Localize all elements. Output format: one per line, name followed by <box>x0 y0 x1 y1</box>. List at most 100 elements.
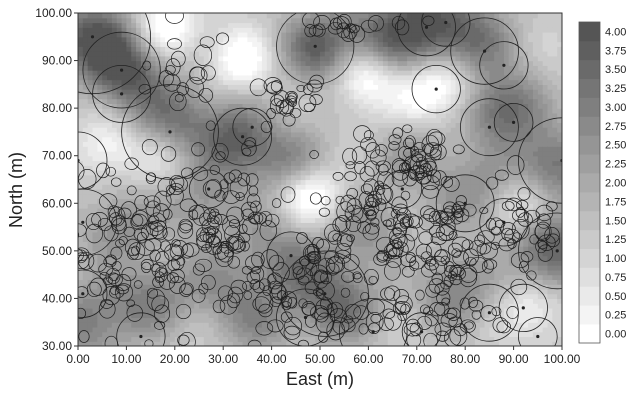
contour-cell <box>407 250 413 257</box>
contour-cell <box>131 322 137 328</box>
contour-cell <box>378 279 384 285</box>
contour-cell <box>411 269 418 276</box>
contour-cell <box>102 189 108 195</box>
contour-cell <box>232 112 239 119</box>
contour-cell <box>378 141 384 147</box>
contour-cell <box>228 89 234 95</box>
contour-cell <box>232 336 239 342</box>
contour-cell <box>131 141 137 147</box>
contour-cell <box>397 198 403 204</box>
contour-cell <box>310 117 316 124</box>
contour-cell <box>97 155 103 162</box>
contour-cell <box>121 108 127 114</box>
contour-cell <box>339 288 345 295</box>
contour-cell <box>232 127 239 133</box>
contour-cell <box>261 41 268 47</box>
contour-cell <box>300 41 307 47</box>
contour-cell <box>160 55 166 62</box>
contour-cell <box>310 222 316 228</box>
contour-cell <box>165 231 171 238</box>
contour-cell <box>194 165 200 171</box>
contour-cell <box>87 150 94 157</box>
contour-cell <box>223 331 229 338</box>
contour-cell <box>150 103 157 109</box>
contour-cell <box>358 165 365 171</box>
contour-cell <box>160 193 166 200</box>
contour-cell <box>203 112 210 119</box>
contour-cell <box>102 312 108 319</box>
contour-cell <box>290 70 297 76</box>
contour-cell <box>140 231 147 238</box>
contour-cell <box>218 93 224 100</box>
contour-cell <box>300 36 307 43</box>
contour-cell <box>295 74 302 81</box>
contour-cell <box>378 51 384 57</box>
contour-cell <box>329 284 336 290</box>
contour-cell <box>228 17 234 24</box>
contour-cell <box>353 317 360 323</box>
contour-cell <box>150 93 157 100</box>
contour-cell <box>169 189 176 195</box>
contour-cell <box>155 146 161 152</box>
contour-cell <box>232 89 239 95</box>
contour-cell <box>402 51 408 57</box>
contour-cell <box>107 127 113 133</box>
contour-cell <box>320 127 326 133</box>
contour-cell <box>160 27 166 33</box>
contour-cell <box>373 127 379 133</box>
contour-cell <box>223 298 229 304</box>
contour-cell <box>281 184 287 190</box>
contour-cell <box>310 165 316 171</box>
contour-cell <box>358 250 365 257</box>
contour-cell <box>189 127 195 133</box>
contour-cell <box>208 312 215 319</box>
contour-cell <box>295 165 302 171</box>
contour-cell <box>145 246 152 252</box>
contour-cell <box>228 326 234 333</box>
contour-cell <box>344 98 350 104</box>
contour-cell <box>382 108 389 114</box>
contour-cell <box>368 117 374 124</box>
contour-cell <box>155 208 161 214</box>
contour-cell <box>286 155 292 162</box>
contour-cell <box>300 160 307 166</box>
contour-cell <box>349 222 355 228</box>
contour-cell <box>247 32 253 38</box>
contour-cell <box>315 222 321 228</box>
contour-cell <box>368 312 374 319</box>
contour-cell <box>165 274 171 280</box>
contour-cell <box>199 326 205 333</box>
contour-cell <box>252 169 258 176</box>
contour-cell <box>203 103 210 109</box>
contour-cell <box>416 208 423 214</box>
contour-cell <box>87 117 94 124</box>
contour-cell <box>378 136 384 143</box>
contour-cell <box>208 36 215 43</box>
contour-cell <box>174 131 181 138</box>
contour-cell <box>150 312 157 319</box>
contour-cell <box>368 341 374 346</box>
contour-cell <box>271 222 278 228</box>
contour-cell <box>160 51 166 57</box>
contour-cell <box>257 22 263 28</box>
contour-cell <box>271 203 278 209</box>
contour-cell <box>411 293 418 300</box>
contour-cell <box>169 198 176 204</box>
contour-cell <box>252 65 258 71</box>
contour-cell <box>131 317 137 323</box>
contour-cell <box>329 79 336 85</box>
contour-cell <box>237 312 244 319</box>
contour-cell <box>121 74 127 81</box>
contour-cell <box>126 322 132 328</box>
contour-cell <box>97 122 103 128</box>
contour-cell <box>411 179 418 185</box>
contour-cell <box>324 70 331 76</box>
contour-cell <box>271 41 278 47</box>
contour-cell <box>329 255 336 261</box>
contour-cell <box>92 265 98 271</box>
contour-cell <box>199 217 205 223</box>
contour-cell <box>261 203 268 209</box>
contour-cell <box>349 41 355 47</box>
contour-cell <box>140 141 147 147</box>
contour-cell <box>353 217 360 223</box>
